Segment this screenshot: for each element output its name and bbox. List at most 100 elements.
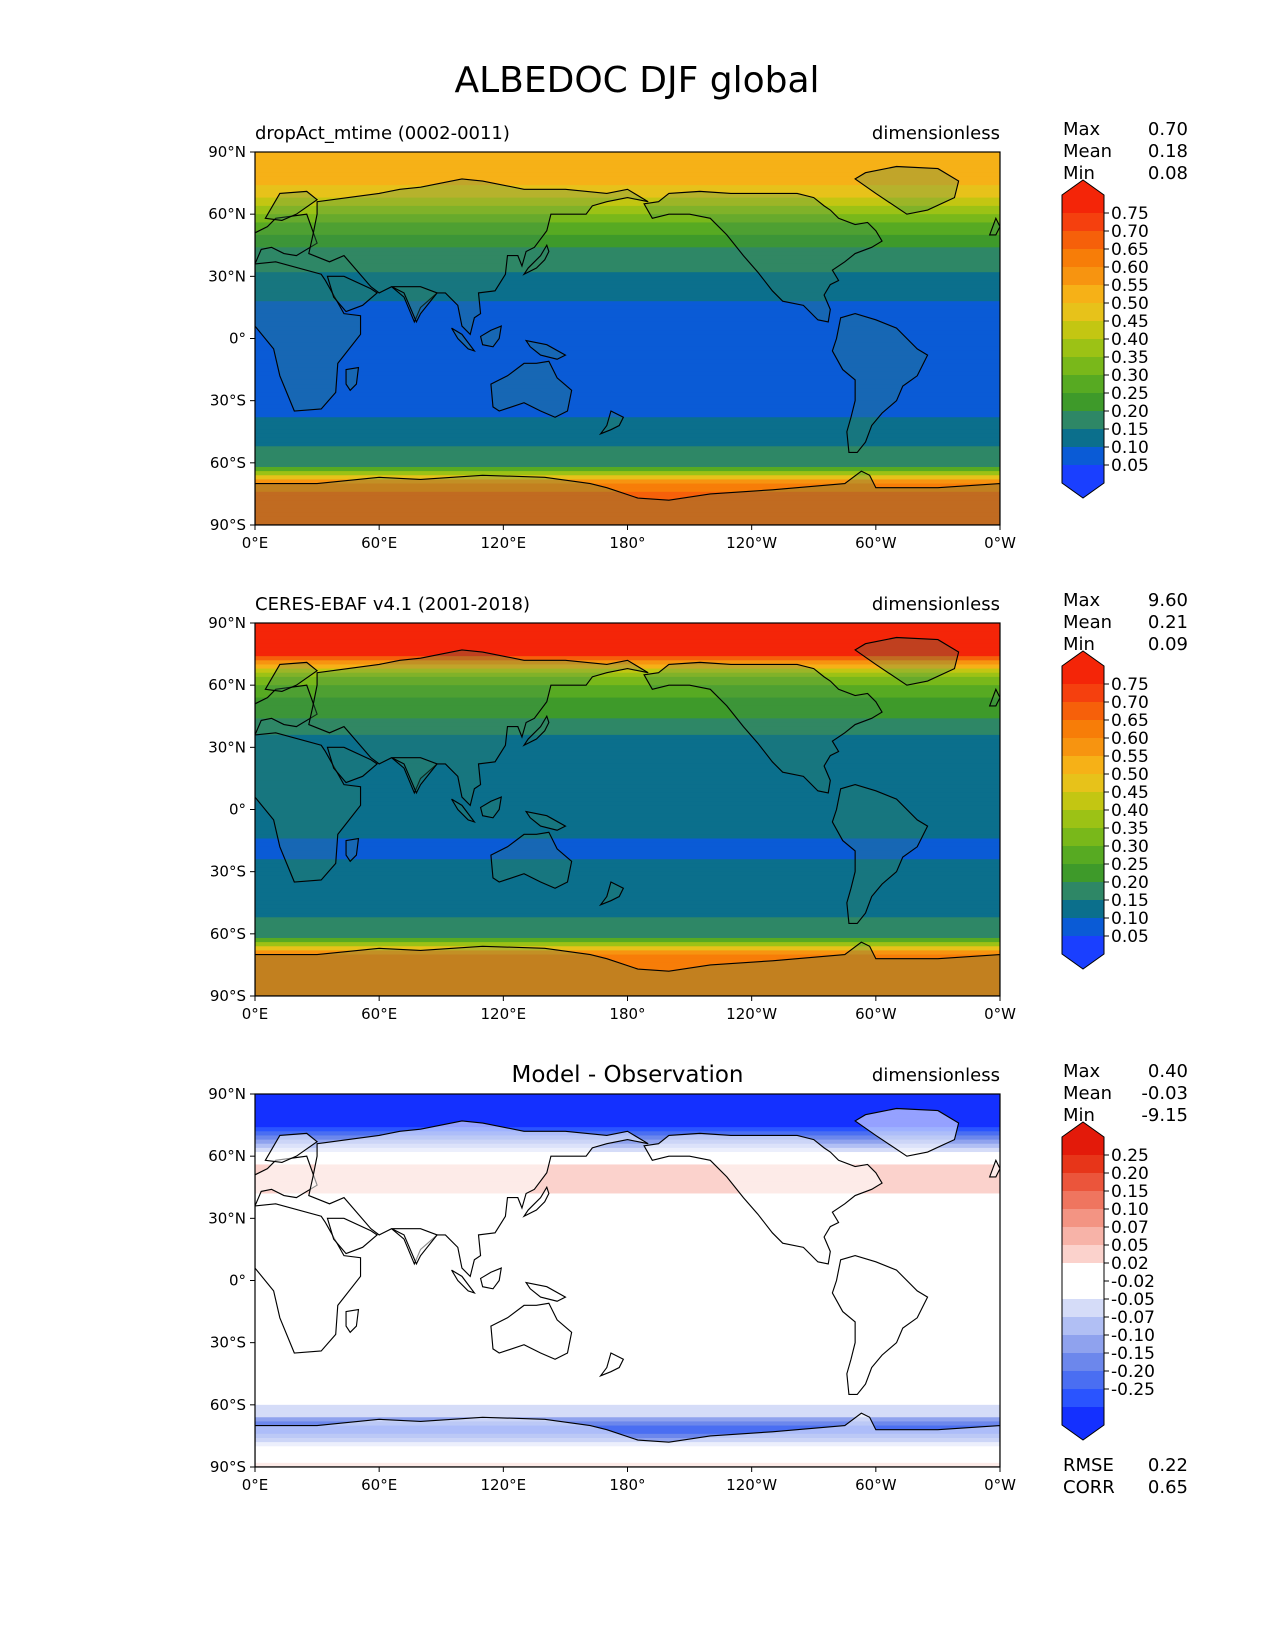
colorbar-segment xyxy=(1062,936,1104,955)
x-tick-label: 120°W xyxy=(726,1005,777,1023)
x-tick-label: 0°W xyxy=(984,1476,1016,1494)
colorbar-segment xyxy=(1062,1245,1104,1264)
colorbar-tick-label: 0.20 xyxy=(1111,402,1149,422)
field-band xyxy=(255,425,1000,431)
colorbar-tick-label: -0.25 xyxy=(1111,1380,1155,1400)
field-band xyxy=(255,1404,1000,1410)
field-band xyxy=(255,479,1000,485)
field-band xyxy=(255,330,1000,335)
stat-label-mean: Mean xyxy=(1063,141,1112,162)
field-band xyxy=(255,681,1000,686)
y-tick-label: 90°S xyxy=(210,516,246,534)
field-band xyxy=(255,950,1000,956)
field-band xyxy=(255,714,1000,719)
field-band xyxy=(255,230,1000,236)
field-band xyxy=(255,792,1000,798)
field-band xyxy=(255,693,1000,699)
field-band xyxy=(255,705,1000,711)
figure-title: ALBEDOC DJF global xyxy=(454,60,819,101)
colorbar-tick-label: -0.05 xyxy=(1111,1290,1155,1310)
field-band xyxy=(255,442,1000,447)
colorbar-segment xyxy=(1062,846,1104,865)
colorbar-outline xyxy=(1061,650,1105,970)
map-panel-1: dropAct_mtime (0002-0011) dimensionless 90… xyxy=(208,119,1188,552)
y-tick-label: 60°N xyxy=(208,205,246,223)
field-band xyxy=(255,871,1000,877)
field-band xyxy=(255,768,1000,773)
colorbar-segment xyxy=(1062,1371,1104,1390)
field-band xyxy=(255,243,1000,248)
field-band xyxy=(255,396,1000,402)
field-band xyxy=(255,168,1000,174)
colorbar-segment xyxy=(1062,231,1104,250)
field-band xyxy=(255,247,1000,253)
field-band xyxy=(255,160,1000,166)
field-band xyxy=(255,1152,1000,1157)
colorbar-segment xyxy=(1062,267,1104,286)
field-band xyxy=(255,172,1000,178)
x-tick-label: 0°W xyxy=(984,1005,1016,1023)
field-band xyxy=(255,1313,1000,1319)
field-band xyxy=(255,1110,1000,1116)
colorbar-tick-label: 0.55 xyxy=(1111,747,1149,767)
field-band xyxy=(255,859,1000,864)
field-band xyxy=(255,1201,1000,1207)
field-band xyxy=(255,1243,1000,1248)
field-band xyxy=(255,1263,1000,1269)
field-band xyxy=(255,1118,1000,1124)
colorbar-segment xyxy=(1062,1263,1104,1282)
colorbar-tick-label: 0.25 xyxy=(1111,855,1149,875)
field-band xyxy=(255,239,1000,244)
field-band xyxy=(255,925,1000,931)
field-band xyxy=(255,1346,1000,1352)
colorbar-segment xyxy=(1062,357,1104,376)
colorbar-segment xyxy=(1062,774,1104,793)
colorbar-segment xyxy=(1062,1137,1104,1156)
colorbar-segment xyxy=(1062,756,1104,775)
field-band xyxy=(255,1185,1000,1190)
field-band xyxy=(255,251,1000,257)
colorbar-tick-label: 0.15 xyxy=(1111,420,1149,440)
field-band xyxy=(255,830,1000,835)
y-tick-label: 0° xyxy=(229,801,246,819)
field-band xyxy=(255,1102,1000,1108)
x-tick-label: 60°W xyxy=(855,1005,897,1023)
field-band xyxy=(255,1413,1000,1418)
colorbar-segment xyxy=(1062,285,1104,304)
stat-label-mean: Mean xyxy=(1063,1083,1112,1104)
field-band xyxy=(255,1408,1000,1414)
map-panel-3: Model - Observation dimensionless 90°N 60°N… xyxy=(208,1061,1188,1498)
field-band xyxy=(255,701,1000,707)
field-band xyxy=(255,643,1000,649)
colorbar-tick-label: 0.25 xyxy=(1111,1146,1149,1166)
y-tick-label: 90°N xyxy=(208,614,246,632)
field-band xyxy=(255,776,1000,782)
colorbar-segment xyxy=(1062,720,1104,739)
colorbar-segment xyxy=(1062,1155,1104,1174)
colorbar-segment xyxy=(1062,792,1104,811)
field-band xyxy=(255,639,1000,645)
field-band xyxy=(255,272,1000,277)
colorbar-segment xyxy=(1062,339,1104,358)
field-band xyxy=(255,346,1000,352)
field-band xyxy=(255,1355,1000,1360)
panel-units-label: dimensionless xyxy=(872,594,1000,615)
colorbar-tick-label: 0.75 xyxy=(1111,675,1149,695)
field-band xyxy=(255,689,1000,695)
field-band xyxy=(255,780,1000,786)
colorbar-tick-label: -0.20 xyxy=(1111,1362,1155,1382)
y-tick-label: 60°S xyxy=(210,925,246,943)
field-band xyxy=(255,305,1000,311)
field-band xyxy=(255,288,1000,294)
x-tick-label: 120°E xyxy=(481,534,527,552)
x-tick-label: 0°E xyxy=(242,1476,269,1494)
field-band xyxy=(255,437,1000,443)
field-band xyxy=(255,1176,1000,1182)
colorbar-segment xyxy=(1062,195,1104,214)
colorbar-segment xyxy=(1062,1299,1104,1318)
field-band xyxy=(255,772,1000,777)
colorbar-tick-label: 0.55 xyxy=(1111,276,1149,296)
colorbar-tick-label: 0.05 xyxy=(1111,927,1149,947)
field-band xyxy=(255,1181,1000,1186)
